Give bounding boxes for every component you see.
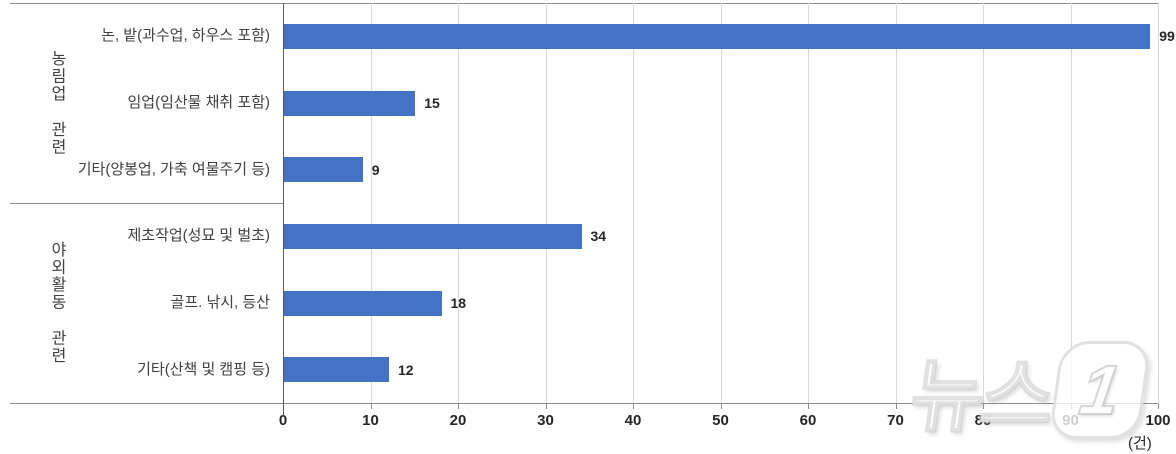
tickmark-x10 (370, 404, 372, 409)
tickmark-x60 (808, 404, 809, 409)
x-tick-label-50: 50 (712, 412, 729, 429)
tickmark-x90 (1070, 404, 1072, 409)
x-tick-label-40: 40 (624, 412, 642, 429)
category-label: 제초작업(성묘 및 벌초) (127, 227, 270, 245)
unit-label: (건) (1128, 435, 1152, 452)
category-label: 임업(임산물 채취 포함) (127, 94, 270, 111)
category-label: 논, 밭(과수업, 하우스 포함) (101, 27, 270, 45)
gridline-x10 (370, 3, 372, 403)
bar-value-label: 15 (424, 95, 440, 111)
category-label: 기타(양봉업, 가축 여물주기 등) (77, 160, 270, 178)
gridline-x40 (633, 3, 634, 403)
gridline-x20 (458, 3, 459, 403)
gridline-x90 (1070, 3, 1072, 403)
bar (284, 157, 363, 183)
bar-value-label: 18 (450, 295, 467, 311)
x-tick-label-0: 0 (278, 412, 288, 429)
bar (284, 290, 442, 316)
x-tick-label-30: 30 (537, 412, 554, 429)
bar-value-label: 9 (371, 161, 380, 178)
plot-top-border (10, 3, 1158, 4)
tickmark-x70 (895, 404, 897, 409)
x-tick-label-70: 70 (887, 412, 904, 429)
tickmark-x50 (720, 404, 722, 409)
category-label: 기타(산책 및 캠핑 등) (137, 360, 270, 378)
tickmark-x40 (633, 404, 634, 409)
gridline-x30 (545, 3, 547, 403)
gridline-x80 (983, 3, 984, 403)
x-tick-label-100: 100 (1145, 412, 1171, 429)
tickmark-x100 (1158, 404, 1159, 409)
gridline-x100 (1158, 3, 1159, 403)
gridline-x60 (808, 3, 809, 403)
bar (284, 357, 389, 383)
news1-watermark: 뉴스 1 (904, 338, 1153, 442)
tickmark-x20 (458, 404, 459, 409)
x-tick-label-20: 20 (449, 412, 467, 429)
tickmark-x80 (983, 404, 984, 409)
watermark-news-text: 뉴스 (904, 351, 1058, 442)
bar (284, 223, 582, 249)
x-axis-line (10, 403, 1158, 404)
x-tick-label-90: 90 (1062, 412, 1079, 429)
category-group-divider (10, 203, 283, 204)
x-tick-label-60: 60 (799, 412, 817, 429)
x-tick-label-10: 10 (362, 412, 379, 429)
group-label-outdoor: 야외활동 관련 (48, 241, 65, 365)
bar (284, 23, 1151, 49)
x-tick-label-80: 80 (974, 412, 992, 429)
category-label: 골프. 낚시, 등산 (170, 294, 270, 311)
y-axis-line (283, 3, 284, 415)
bar-value-label: 12 (398, 361, 414, 378)
gridline-x50 (720, 3, 722, 403)
bar-value-label: 99 (1159, 28, 1175, 45)
tickmark-x30 (545, 404, 547, 409)
bar-value-label: 34 (590, 228, 607, 245)
gridline-x70 (895, 3, 897, 403)
group-label-agriculture: 농림업 관련 (48, 50, 65, 156)
bar (284, 90, 416, 116)
